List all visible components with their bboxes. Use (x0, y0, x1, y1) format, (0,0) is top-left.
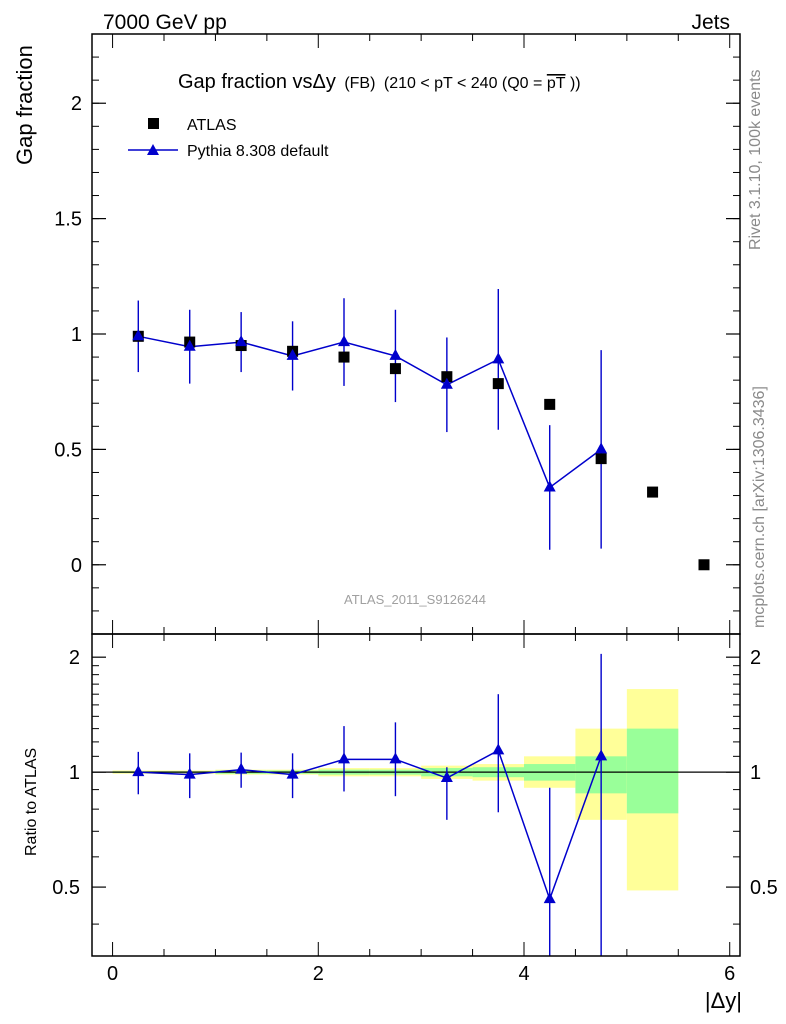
bottom-frame (91, 633, 741, 957)
bottom-ytick-label-right: 1 (750, 762, 761, 784)
legend-pythia-label: Pythia 8.308 default (187, 143, 329, 160)
top-ytick-label: 2 (71, 93, 82, 115)
ratio-point (440, 771, 453, 783)
analysis-watermark: ATLAS_2011_S9126244 (344, 592, 486, 607)
pythia-point (338, 335, 350, 347)
bottom-ytick-label: 1 (69, 762, 80, 784)
ratio-line (138, 749, 602, 902)
xlabel: |Δy| (705, 988, 742, 1013)
xtick-label: 0 (107, 963, 118, 985)
pythia-point (492, 352, 505, 364)
top-ytick-label: 0 (71, 555, 82, 577)
bottom-ytick-label-right: 0.5 (750, 877, 778, 899)
pythia-point (235, 335, 248, 347)
stat-uncertainty-band (626, 728, 679, 814)
xtick-label: 6 (724, 963, 735, 985)
legend-atlas-marker (148, 118, 159, 129)
atlas-point (338, 351, 350, 363)
pythia-point (595, 442, 608, 454)
bottom-ytick-label: 0.5 (52, 877, 80, 899)
ratio-point (338, 752, 350, 764)
atlas-point (492, 378, 504, 390)
title-main: Gap fraction vsΔy (178, 71, 336, 93)
ratio-point (132, 765, 145, 777)
bottom-ytick-label: 2 (69, 647, 80, 669)
top-ytick-label: 0.5 (54, 439, 82, 461)
atlas-point (698, 559, 710, 571)
ratio-point (183, 767, 196, 779)
pythia-line (138, 335, 602, 489)
energy-label: 7000 GeV pp (103, 11, 227, 34)
plot-title: Gap fraction vsΔy (FB) (210 < pT < 240 (… (178, 71, 581, 93)
title-range: (210 < pT < 240 (Q0 = (384, 75, 542, 92)
top-ytick-label: 1 (71, 324, 82, 346)
ratio-series (132, 653, 608, 956)
top-ytick-label: 1.5 (54, 209, 82, 231)
rivet-label: Rivet 3.1.10, 100k events (747, 69, 764, 250)
atlas-point (595, 453, 607, 465)
ratio-point (235, 762, 248, 774)
xtick-label: 4 (518, 963, 529, 985)
legend-atlas-label: ATLAS (187, 117, 237, 134)
process-label: Jets (691, 11, 730, 34)
top-ylabel: Gap fraction (12, 45, 37, 165)
ratio-point (286, 767, 299, 779)
title-close: )) (570, 75, 581, 92)
pythia-point (389, 348, 402, 360)
atlas-point (544, 398, 556, 410)
pythia-point (286, 348, 299, 360)
ratio-point (543, 892, 556, 904)
atlas-point (389, 363, 401, 375)
atlas-point (441, 371, 453, 383)
title-overline: pT (547, 75, 566, 92)
pythia-point (132, 329, 145, 341)
legend-pythia-marker (147, 144, 159, 155)
title-fb: (FB) (344, 75, 375, 92)
bottom-ylabel: Ratio to ATLAS (23, 748, 40, 856)
top-axis-ticks: 0 0.5 1 1.5 2 (54, 33, 740, 635)
ratio-point (595, 749, 608, 761)
atlas-point (647, 486, 659, 498)
pythia-point (183, 339, 196, 351)
xtick-label: 2 (313, 963, 324, 985)
pythia-point (440, 377, 453, 389)
ratio-point (492, 743, 505, 755)
pythia-point (543, 480, 556, 492)
bottom-axis-ticks: 0.5 0.5 1 1 2 2 0 2 4 6 (52, 634, 778, 985)
top-series (132, 289, 710, 571)
bottom-ytick-label-right: 2 (750, 647, 761, 669)
ratio-point (389, 752, 402, 764)
mcplots-label: mcplots.cern.ch [arXiv:1306.3436] (751, 386, 768, 628)
